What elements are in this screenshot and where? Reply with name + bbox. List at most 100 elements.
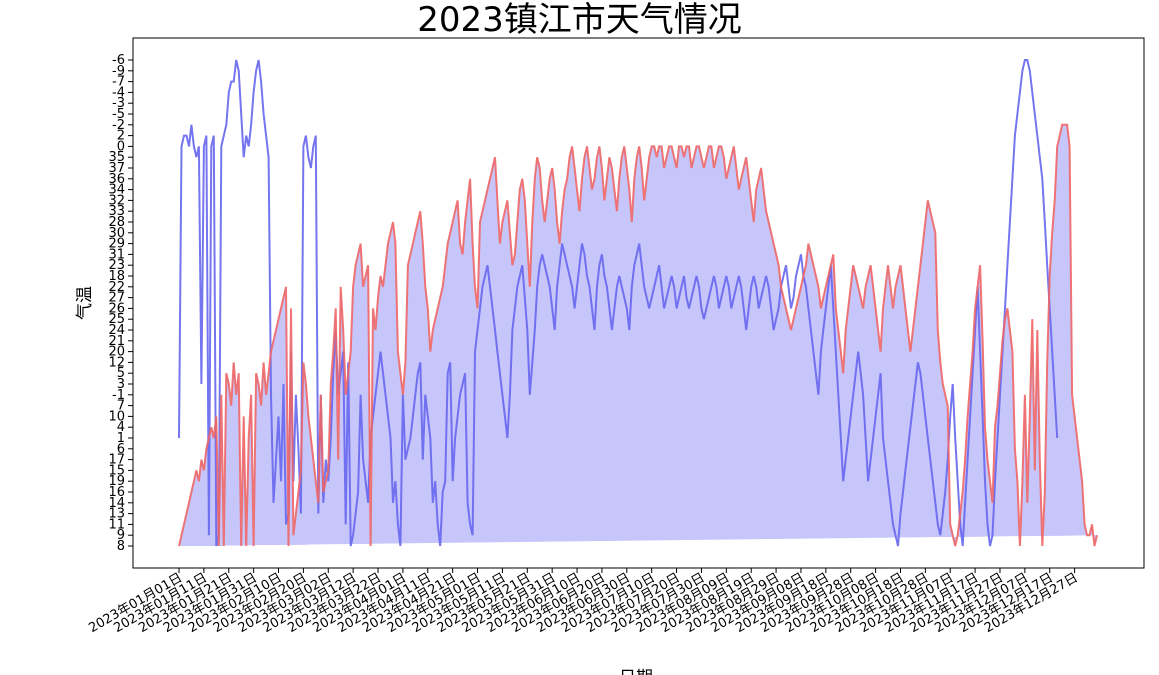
plot-frame	[132, 37, 1145, 569]
y-tick: 25	[108, 312, 133, 327]
y-tick-label: 16	[108, 485, 125, 500]
y-tick-label: 11	[108, 517, 125, 532]
y-tick: -4	[112, 85, 133, 100]
y-tick-label: 26	[108, 301, 125, 316]
y-tick-label: 6	[117, 442, 125, 457]
y-axis-label: 气温	[75, 286, 95, 320]
area-layer	[179, 124, 1097, 547]
y-tick-label: -5	[112, 107, 125, 122]
y-tick-label: 20	[108, 345, 125, 360]
x-axis-label: 日期	[619, 668, 653, 675]
y-tick-label: 28	[108, 215, 125, 230]
y-tick-label: 12	[108, 355, 125, 370]
y-tick-label: 17	[108, 453, 125, 468]
y-tick-label: 0	[117, 139, 125, 154]
chart-title: 2023镇江市天气情况	[417, 0, 742, 40]
line-layer	[178, 59, 1098, 547]
y-tick: 36	[108, 172, 133, 187]
high-temperature-line	[178, 123, 1098, 547]
y-tick: 19	[108, 474, 133, 489]
y-tick: 32	[108, 193, 133, 208]
y-tick: 0	[117, 139, 133, 154]
y-tick-label: 5	[117, 366, 125, 381]
y-tick-label: 30	[108, 226, 125, 241]
y-tick: 23	[108, 258, 133, 273]
y-tick-label: 10	[108, 409, 125, 424]
y-tick: -5	[112, 107, 133, 122]
y-tick: 7	[117, 399, 133, 414]
y-tick-label: 21	[108, 334, 125, 349]
y-ticks: 8911131416191517614107-13512202124252627…	[108, 53, 133, 554]
y-tick: 1	[117, 431, 133, 446]
y-tick-label: 9	[117, 528, 125, 543]
y-tick: 26	[108, 301, 133, 316]
y-tick-label: 25	[108, 312, 125, 327]
y-tick: 4	[117, 420, 133, 435]
y-tick: 18	[108, 269, 133, 284]
y-tick: 27	[108, 291, 133, 306]
y-tick-label: 37	[108, 161, 125, 176]
y-tick-label: -1	[112, 388, 125, 403]
y-tick: 8	[117, 539, 133, 554]
y-tick-label: 2	[117, 129, 125, 144]
y-tick-label: 29	[108, 237, 125, 252]
y-tick-label: -6	[112, 53, 125, 68]
y-tick: 20	[108, 345, 133, 360]
y-tick: 13	[108, 507, 133, 522]
y-tick: 16	[108, 485, 133, 500]
y-tick-label: 34	[108, 183, 125, 198]
y-tick-label: 27	[108, 291, 125, 306]
temperature-band	[179, 124, 1097, 547]
y-tick: 5	[117, 366, 133, 381]
y-tick: 21	[108, 334, 133, 349]
y-tick-label: 7	[117, 399, 125, 414]
y-tick: -2	[112, 118, 133, 133]
low-temperature-line	[178, 59, 1059, 547]
y-tick-label: 14	[108, 496, 125, 511]
y-tick-label: 33	[108, 204, 125, 219]
y-tick: -3	[112, 96, 133, 111]
y-tick: 35	[108, 150, 133, 165]
y-tick: 29	[108, 237, 133, 252]
y-tick-label: 1	[117, 431, 125, 446]
y-tick-label: 18	[108, 269, 125, 284]
y-tick-label: -4	[112, 85, 125, 100]
y-tick: -7	[112, 75, 133, 90]
y-tick: 12	[108, 355, 133, 370]
y-tick: -9	[112, 64, 133, 79]
y-tick-label: -7	[112, 75, 125, 90]
y-tick: 37	[108, 161, 133, 176]
y-tick-label: -9	[112, 64, 125, 79]
y-tick: 15	[108, 463, 133, 478]
y-tick-label: 19	[108, 474, 125, 489]
y-tick: 34	[108, 183, 133, 198]
y-tick: 3	[117, 377, 133, 392]
y-tick: 14	[108, 496, 133, 511]
y-tick: 2	[117, 129, 133, 144]
y-tick-label: 15	[108, 463, 125, 478]
y-tick: 31	[108, 247, 133, 262]
y-tick-label: 35	[108, 150, 125, 165]
y-tick-label: 4	[117, 420, 125, 435]
y-tick: 22	[108, 280, 133, 295]
y-tick-label: 13	[108, 507, 125, 522]
y-tick: 9	[117, 528, 133, 543]
y-tick-label: 23	[108, 258, 125, 273]
y-tick-label: 31	[108, 247, 125, 262]
y-tick-label: 22	[108, 280, 125, 295]
y-tick: 33	[108, 204, 133, 219]
y-tick: 6	[117, 442, 133, 457]
y-tick: 28	[108, 215, 133, 230]
y-tick-label: 36	[108, 172, 125, 187]
y-tick-label: 8	[117, 539, 125, 554]
y-tick-label: 24	[108, 323, 125, 338]
y-tick: 24	[108, 323, 133, 338]
y-tick-label: -3	[112, 96, 125, 111]
y-tick-label: 32	[108, 193, 125, 208]
y-tick: -6	[112, 53, 133, 68]
y-tick-label: 3	[117, 377, 125, 392]
y-tick: 17	[108, 453, 133, 468]
y-tick: 10	[108, 409, 133, 424]
x-ticks: 2023年01月01日2023年01月11日2023年01月21日2023年01…	[86, 568, 1081, 636]
